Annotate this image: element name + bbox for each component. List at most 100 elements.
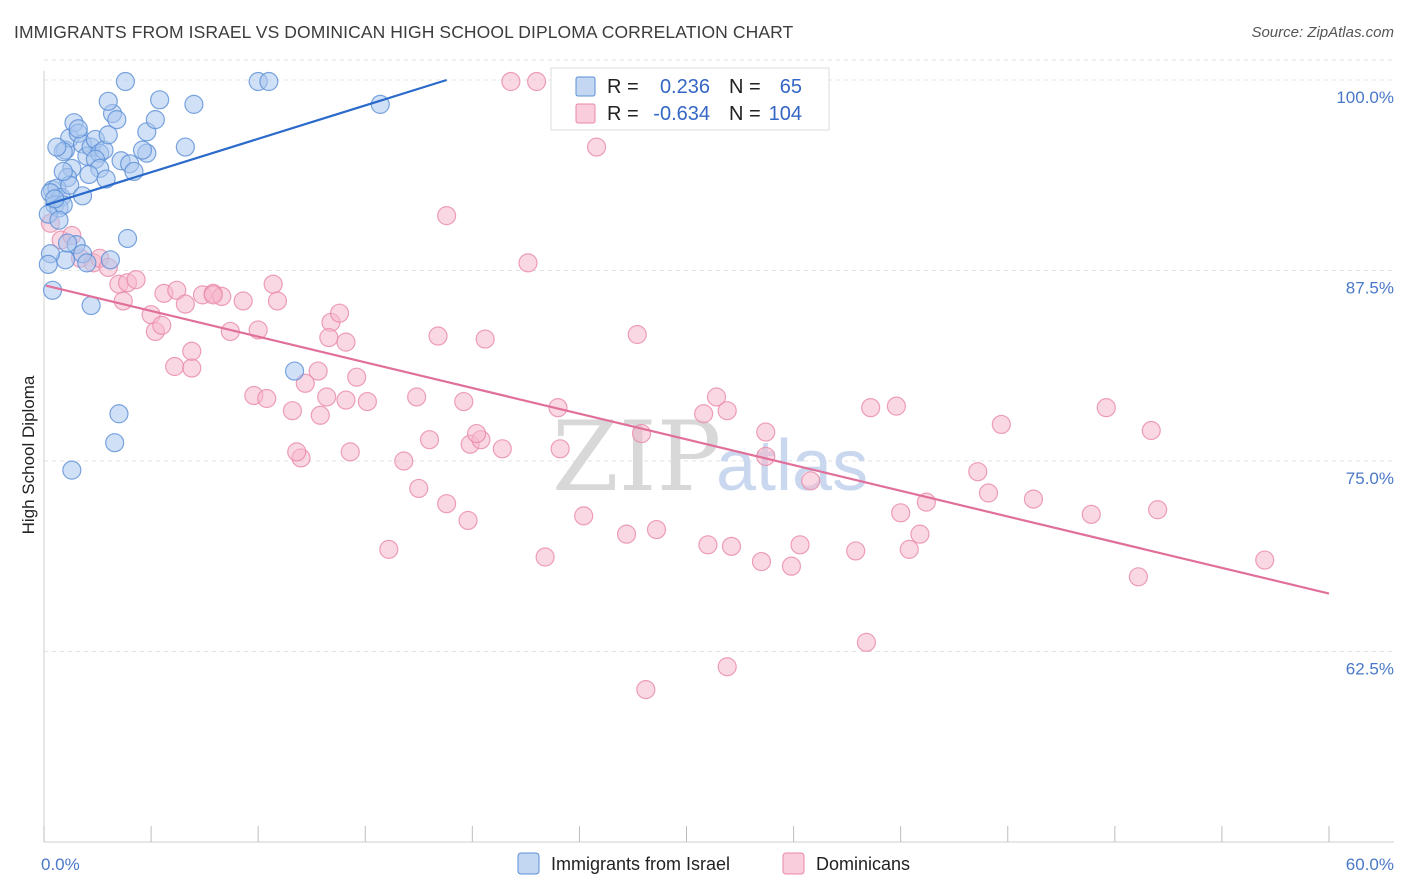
dominican-point-101 (203, 285, 223, 305)
israel-point-51 (284, 361, 305, 381)
israel-point-49 (42, 280, 63, 300)
dominican-point-94 (1128, 567, 1148, 587)
legend-n-value-israel: 65 (780, 76, 802, 98)
trend-line-israel (45, 78, 447, 207)
dominican-point-42 (257, 388, 277, 409)
grid-lines (44, 59, 1394, 652)
legend-swatch-israel (575, 76, 596, 97)
legend-r-value-dominican: -0.634 (653, 103, 710, 125)
dominican-point-67 (467, 423, 487, 444)
dominican-point-4 (518, 253, 538, 273)
legend-n-value-dominican: 104 (769, 103, 802, 125)
dominican-point-2 (586, 137, 607, 157)
y-axis-label: High School Diploma (19, 375, 38, 534)
legend-r-label-israel: R = (607, 76, 639, 98)
chart-title: IMMIGRANTS FROM ISRAEL VS DOMINICAN HIGH… (14, 22, 794, 42)
legend-r-label-dominican: R = (607, 103, 639, 125)
dominican-point-51 (694, 404, 714, 424)
dominican-point-99 (717, 657, 737, 677)
israel-point-26 (175, 137, 195, 157)
dominican-point-75 (437, 494, 457, 514)
israel-point-56 (49, 210, 69, 230)
dominican-point-74 (409, 478, 429, 499)
israel-point-52 (109, 404, 129, 424)
dominican-point-14 (126, 270, 146, 290)
stats-legend: R = 0.236 N = 65 R = -0.634 N = 104 (550, 67, 830, 131)
x-tick-label-max: 60.0% (1346, 855, 1394, 874)
dominican-point-56 (991, 414, 1011, 435)
dominican-point-29 (152, 315, 172, 335)
legend-swatch-dominican (575, 103, 596, 124)
y-tick-label-0: 100.0% (1336, 88, 1394, 107)
dominican-point-43 (282, 401, 303, 421)
dominican-point-83 (646, 519, 667, 540)
dominican-point-61 (340, 442, 360, 462)
legend-box (550, 67, 830, 131)
dominican-point-26 (329, 303, 350, 323)
israel-point-50 (81, 295, 101, 316)
dominican-point-103 (295, 373, 315, 393)
israel-point-42 (117, 228, 138, 249)
israel-point-18 (107, 110, 127, 130)
israel-point-45 (77, 253, 97, 273)
israel-point-64 (79, 164, 99, 185)
dominican-point-38 (182, 358, 202, 378)
dominican-point-36 (627, 324, 647, 345)
dominican-point-35 (475, 329, 495, 349)
dominican-point-93 (1023, 489, 1044, 509)
legend-n-label-dominican: N = (729, 103, 761, 125)
dominican-point-49 (454, 391, 474, 412)
dominican-point-62 (394, 451, 414, 471)
series-legend-swatch-dominican (782, 852, 805, 875)
x-tick-label-min: 0.0% (41, 855, 80, 874)
israel-point-21 (145, 110, 165, 130)
dominican-point-52 (706, 387, 727, 407)
dominican-point-72 (801, 471, 821, 491)
dominican-point-33 (336, 332, 356, 352)
dominican-point-32 (319, 327, 339, 348)
israel-point-58 (100, 250, 120, 270)
dominican-point-55 (886, 396, 906, 416)
dominican-point-86 (751, 551, 772, 572)
israel-point-63 (68, 119, 88, 139)
dominican-point-48 (407, 387, 427, 407)
legend-r-value-israel: 0.236 (660, 76, 710, 98)
israel-point-1 (150, 90, 170, 110)
dominican-point-17 (167, 280, 187, 300)
israel-point-57 (57, 233, 78, 253)
dominican-point-60 (287, 442, 307, 462)
dominican-point-100 (856, 632, 877, 652)
dominican-point-57 (1096, 398, 1116, 418)
dominican-point-53 (717, 401, 737, 421)
dominican-point-97 (535, 547, 555, 567)
y-tick-labels: 100.0% 87.5% 75.0% 62.5% (1336, 88, 1394, 679)
israel-point-48 (38, 254, 58, 275)
dominican-point-73 (968, 462, 988, 482)
israel-point-0 (115, 71, 135, 92)
dominican-point-22 (233, 291, 253, 311)
series-legend: Immigrants from Israel Dominicans (517, 852, 910, 875)
dominican-point-15 (113, 291, 133, 311)
dominican-point-80 (1081, 504, 1101, 524)
dominican-point-34 (428, 326, 448, 346)
dominican-point-44 (310, 405, 330, 425)
trend-line-dominican (45, 284, 1330, 595)
source-credit: Source: ZipAtlas.com (1251, 24, 1394, 41)
dominican-point-23 (263, 274, 283, 294)
dominican-point-96 (379, 539, 399, 559)
y-tick-label-2: 75.0% (1346, 469, 1394, 488)
watermark-atlas: atlas (716, 426, 868, 506)
dominican-point-91 (899, 539, 919, 559)
israel-point-4 (259, 71, 279, 92)
dominican-point-45 (317, 387, 337, 407)
israel-point-2 (184, 94, 204, 114)
dominican-point-98 (636, 679, 656, 700)
dominican-point-87 (781, 556, 802, 576)
dominican-point-47 (357, 391, 377, 412)
y-tick-label-1: 87.5% (1346, 279, 1394, 298)
dominican-point-89 (846, 541, 866, 561)
israel-point-30 (47, 137, 67, 157)
series-dominicans-points (40, 71, 1275, 700)
israel-point-60 (132, 140, 153, 160)
series-legend-swatch-israel (517, 852, 540, 875)
